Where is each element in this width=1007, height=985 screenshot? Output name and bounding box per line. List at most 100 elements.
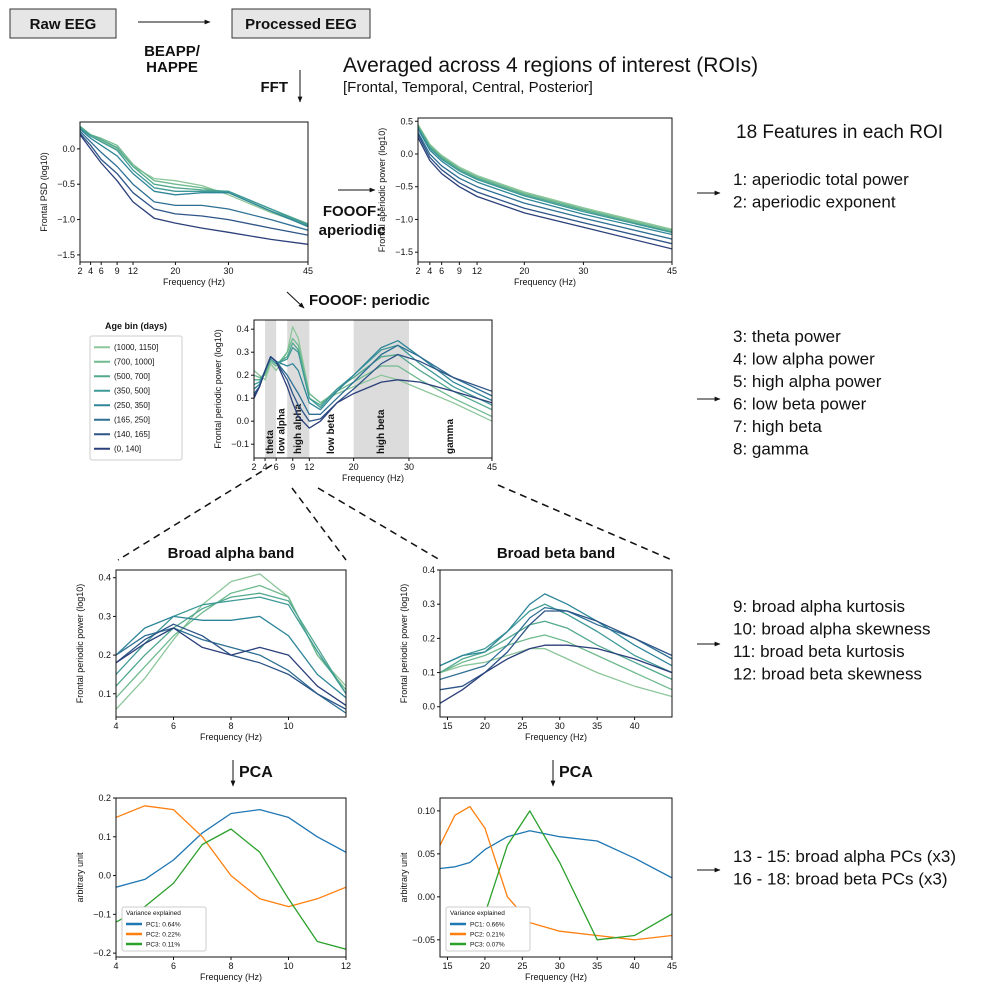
legend-label: PC2: 0.21% (470, 931, 505, 938)
series-line (440, 634, 672, 691)
band-label: low alpha (276, 408, 287, 454)
series-line (440, 620, 672, 680)
y-tick-label: 0.2 (236, 370, 249, 380)
preprocessing: BEAPP/ (144, 43, 201, 60)
series-line (418, 124, 672, 232)
series-line (116, 592, 346, 695)
series-line (418, 134, 672, 245)
band-shade (353, 320, 409, 458)
x-tick-label: 30 (555, 961, 565, 971)
x-tick-label: 6 (171, 721, 176, 731)
feature: 4: low alpha power (733, 350, 875, 369)
dashed-guide (497, 484, 673, 561)
x-tick-label: 30 (404, 462, 414, 472)
plot-frame (253, 319, 493, 459)
dashed-guide (117, 464, 273, 561)
features-title: 18 Features in each ROI (736, 122, 943, 143)
plot-frame (79, 121, 309, 263)
y-tick-label: −0.5 (57, 179, 75, 189)
series-line (440, 606, 672, 681)
series-line (80, 128, 308, 228)
y-tick-label: 0.10 (417, 806, 435, 816)
x-tick-label: 2 (251, 462, 256, 472)
series-line (440, 644, 672, 704)
x-tick-label: 12 (304, 462, 314, 472)
series-line (440, 593, 672, 667)
y-tick-label: 0.00 (417, 892, 435, 902)
plot-frame (115, 569, 347, 718)
chart: 4 6 8 10 12 −0.2 −0.1 0.0 0.1 0.2 Frequency (Hz) ar… (75, 793, 351, 982)
legend-title: Variance explained (126, 910, 181, 917)
fooof-aperiodic: aperiodic (319, 222, 386, 239)
y-tick-label: −0.1 (231, 439, 249, 449)
series-line (418, 137, 672, 250)
series-line (116, 805, 346, 908)
dashed-guide (291, 487, 347, 561)
y-tick-label: 0.0 (98, 871, 111, 881)
x-axis-label: Frequency (Hz) (525, 972, 587, 982)
x-axis-label: Frequency (Hz) (525, 732, 587, 742)
plot-frame (439, 797, 673, 958)
plot-frame (439, 569, 673, 718)
legend-label: PC3: 0.11% (146, 941, 180, 948)
y-tick-label: −0.05 (412, 935, 435, 945)
feature: 10: broad alpha skewness (733, 620, 931, 639)
series-line (254, 337, 492, 418)
feature: 8: gamma (733, 440, 809, 459)
x-tick-label: 9 (290, 462, 295, 472)
y-tick-label: 0.0 (62, 144, 75, 154)
feature: 5: high alpha power (733, 372, 882, 391)
x-axis-label: Frequency (Hz) (163, 277, 225, 287)
x-tick-label: 12 (128, 266, 138, 276)
y-tick-label: −0.2 (93, 948, 111, 958)
x-tick-label: 20 (480, 721, 490, 731)
series-line (116, 615, 346, 699)
x-tick-label: 35 (592, 721, 602, 731)
series-line (469, 810, 672, 949)
y-tick-label: 0.1 (236, 393, 249, 403)
processed-eeg-box (231, 8, 371, 39)
legend-box (445, 906, 531, 952)
feature: 13 - 15: broad alpha PCs (x3) (733, 847, 956, 866)
x-axis-label: Frequency (Hz) (342, 473, 404, 483)
series-line (440, 830, 672, 879)
series-line (80, 127, 308, 226)
series-line (80, 130, 308, 231)
plot-frame (115, 797, 347, 958)
y-tick-label: 0.1 (422, 668, 435, 678)
y-tick-label: −1.0 (57, 215, 75, 225)
series-line (418, 128, 672, 236)
y-tick-label: 0.3 (236, 347, 249, 357)
series-line (254, 356, 492, 429)
legend-label: PC2: 0.22% (146, 931, 181, 938)
chart-title: Broad beta band (497, 545, 615, 562)
legend-label: (165, 250] (114, 416, 150, 425)
feature: 11: broad beta kurtosis (733, 642, 905, 661)
legend-title: Age bin (days) (105, 321, 167, 331)
x-axis-label: Frequency (Hz) (200, 732, 262, 742)
fooof-aperiodic: FOOOF: (323, 203, 381, 220)
x-tick-label: 4 (427, 266, 432, 276)
preprocessing: HAPPE (146, 59, 198, 76)
feature: 3: theta power (733, 327, 841, 346)
feature: 2: aperiodic exponent (733, 193, 896, 212)
x-tick-label: 4 (88, 266, 93, 276)
band-label: high alpha (293, 404, 304, 454)
y-tick-label: 0.0 (400, 149, 413, 159)
feature: 12: broad beta skewness (733, 665, 922, 684)
series-line (80, 132, 308, 236)
x-tick-label: 40 (630, 961, 640, 971)
x-tick-label: 4 (113, 721, 118, 731)
y-axis-label: Frontal aperiodic power (log10) (377, 128, 387, 253)
plot-frame (417, 117, 673, 263)
y-axis-label: arbitrary unit (399, 852, 409, 903)
y-tick-label: 0.3 (422, 599, 435, 609)
legend-label: (700, 1000] (114, 358, 154, 367)
series-line (116, 627, 346, 706)
x-tick-label: 45 (667, 961, 677, 971)
x-tick-label: 40 (630, 721, 640, 731)
series-line (80, 134, 308, 245)
feature: 16 - 18: broad beta PCs (x3) (733, 870, 948, 889)
legend-label: (250, 350] (114, 401, 150, 410)
